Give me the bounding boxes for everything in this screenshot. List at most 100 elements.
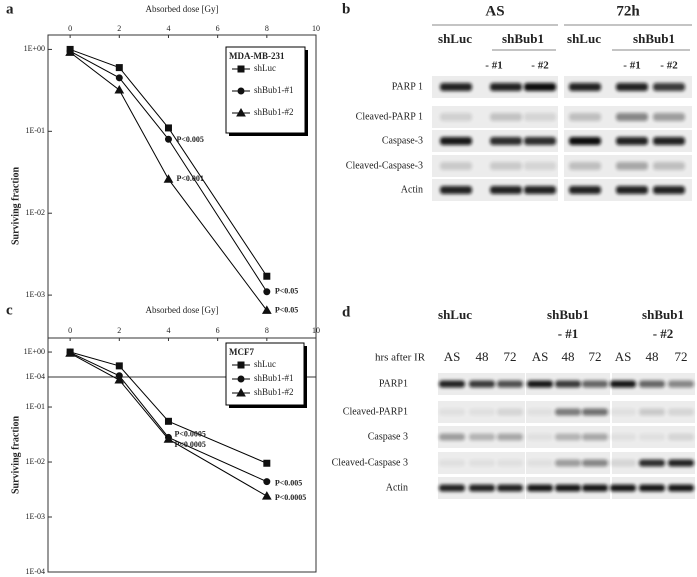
blot-band	[569, 186, 601, 194]
legend-title: MDA-MB-231	[229, 51, 285, 61]
blot-band	[668, 433, 694, 441]
blot-band	[440, 186, 472, 194]
x-axis-title: Absorbed dose [Gy]	[146, 4, 219, 14]
legend-title: MCF7	[229, 347, 254, 357]
x-tick-label: 4	[166, 24, 170, 33]
legend-marker	[236, 107, 246, 117]
blot-band	[616, 113, 648, 121]
series-line	[69, 50, 268, 292]
panel-letter: c	[6, 302, 13, 318]
annotation: P<0.001	[176, 174, 203, 183]
y-tick-label: 1E-01	[25, 402, 45, 411]
series-line	[69, 48, 268, 277]
blot-band	[569, 162, 601, 170]
plot-frame	[47, 337, 317, 573]
annotation: P<0.05	[275, 305, 298, 314]
blot-band	[668, 459, 694, 467]
lane-label: AS	[532, 349, 549, 364]
annotation: P<0.005	[176, 135, 203, 144]
blot-band	[440, 137, 472, 145]
blot-band	[569, 113, 601, 121]
series-line	[69, 351, 268, 464]
column-label: - #2	[531, 60, 549, 72]
group-label: - #1	[558, 326, 579, 341]
marker-triangle	[163, 434, 174, 443]
lane-label: 72	[504, 349, 517, 364]
condition-label: AS	[485, 3, 504, 19]
plot-frame	[47, 34, 317, 378]
blot-band	[440, 162, 472, 170]
group-label: shLuc	[438, 307, 472, 322]
marker-square	[115, 64, 123, 72]
column-label: shLuc	[567, 31, 601, 46]
y-axis-title: Surviving fraction	[10, 167, 21, 245]
blot-band	[524, 83, 556, 91]
y-tick-label: 1E-02	[25, 457, 45, 466]
blot-band	[616, 83, 648, 91]
blot-band	[439, 433, 465, 441]
legend-marker	[237, 65, 245, 73]
legend-label: shLuc	[254, 63, 276, 73]
y-tick-label: 1E-03	[25, 512, 45, 521]
x-tick-label: 0	[68, 326, 72, 335]
y-tick-label: 1E+00	[24, 347, 45, 356]
blot-band	[524, 137, 556, 145]
blot-band	[555, 408, 581, 416]
blot-band	[639, 408, 665, 416]
blot-band	[439, 484, 465, 492]
x-tick-label: 10	[312, 24, 320, 33]
blot-band	[653, 113, 685, 121]
x-tick-label: 4	[166, 326, 170, 335]
lane-label: 72	[589, 349, 602, 364]
blot-band	[524, 113, 556, 121]
blot-band	[469, 459, 495, 467]
blot-band	[668, 380, 694, 388]
blot-band	[639, 484, 665, 492]
legend-marker	[237, 361, 245, 369]
lane-title: hrs after IR	[375, 352, 426, 364]
blot-band	[527, 459, 553, 467]
row-label: Cleaved-Caspase-3	[346, 160, 423, 171]
lane-label: 48	[476, 349, 489, 364]
row-label: Actin	[401, 184, 423, 195]
legend-marker	[236, 387, 246, 397]
blot-band	[610, 459, 636, 467]
series-line	[69, 352, 268, 497]
y-tick-label: 1E-04	[25, 567, 45, 576]
blot-band	[555, 433, 581, 441]
blot-band	[653, 137, 685, 145]
condition-label: 72h	[616, 3, 640, 19]
blot-band	[610, 380, 636, 388]
marker-circle	[263, 288, 271, 296]
blot-band	[653, 83, 685, 91]
row-label: Caspase 3	[368, 431, 408, 442]
blot-band	[497, 408, 523, 416]
blot-band	[524, 162, 556, 170]
blot-band	[527, 484, 553, 492]
row-label: Cleaved-PARP 1	[356, 111, 423, 122]
legend-label: shBub1-#1	[254, 85, 294, 95]
blot-band	[639, 380, 665, 388]
group-label: - #2	[653, 326, 674, 341]
blot-band	[616, 162, 648, 170]
column-label: shBub1	[502, 31, 544, 46]
blot-band	[582, 380, 608, 388]
x-tick-label: 6	[216, 326, 220, 335]
blot-band	[527, 433, 553, 441]
row-label: PARP 1	[392, 81, 423, 92]
group-label: shBub1	[642, 307, 684, 322]
legend-marker	[237, 375, 245, 383]
blot-band	[440, 113, 472, 121]
blot-band	[582, 408, 608, 416]
marker-circle	[164, 135, 172, 143]
lane-label: 72	[675, 349, 688, 364]
blot-band	[582, 433, 608, 441]
lane-label: 48	[646, 349, 659, 364]
blot-band	[469, 433, 495, 441]
column-label: - #1	[485, 60, 502, 72]
marker-square	[164, 417, 172, 425]
blot-band	[490, 83, 522, 91]
panel-letter: a	[6, 1, 14, 17]
blot-band	[569, 83, 601, 91]
